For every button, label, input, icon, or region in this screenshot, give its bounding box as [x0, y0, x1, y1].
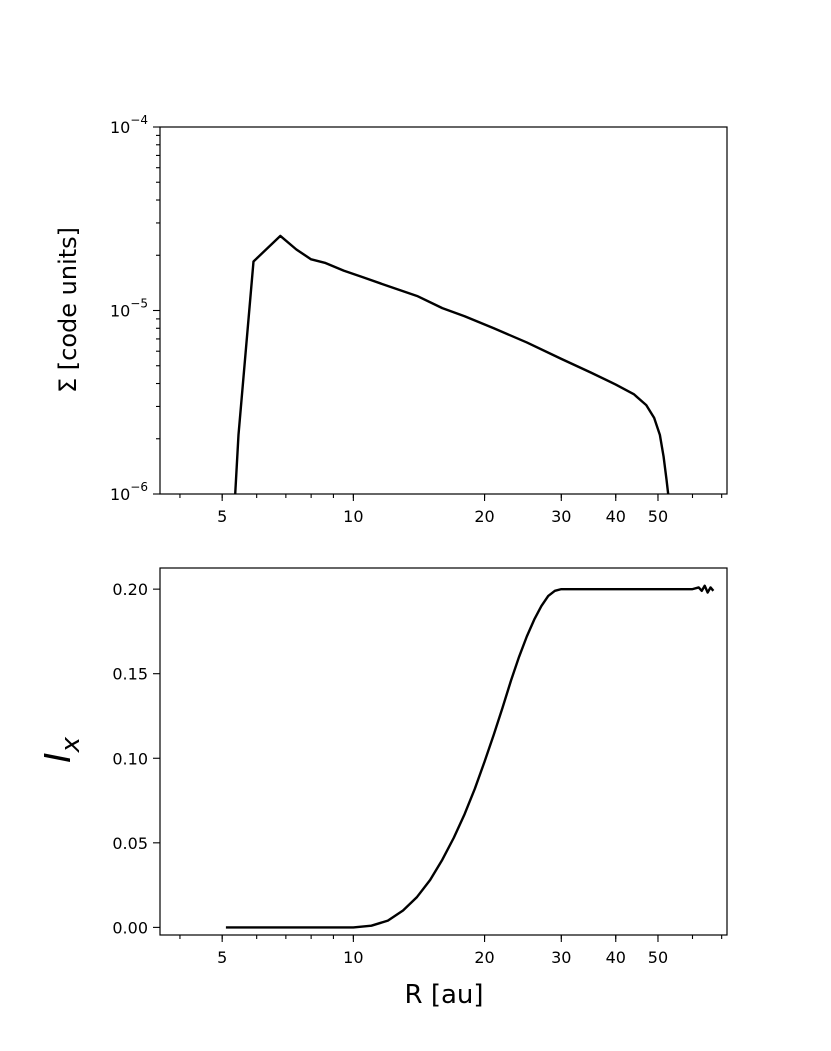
tilt-ylabel-main: I [38, 752, 79, 763]
surface-density-panel: 5 10 20 30 40 50 10−6 10−5 10−4 Σ [code units] [54, 113, 728, 526]
sigma-xticks: 5 10 20 30 40 50 [179, 494, 723, 526]
sigma-xtick-label: 5 [217, 507, 227, 526]
sigma-ylabel: Σ [code units] [54, 227, 82, 393]
tilt-ytick-label: 0.00 [112, 918, 148, 937]
sigma-ytick-label: 10−5 [110, 297, 148, 321]
tilt-panel: 5 10 20 30 40 50 0.000.050.100.150.20 R [au] … [38, 567, 728, 1010]
tilt-ytick-label: 0.05 [112, 834, 148, 853]
tilt-ytick-label: 0.20 [112, 580, 148, 599]
sigma-xtick-label: 10 [343, 507, 363, 526]
sigma-ytick-label: 10−6 [110, 480, 148, 504]
sigma-series-line [234, 234, 670, 494]
tilt-xticks: 5 10 20 30 40 50 [179, 935, 723, 967]
sigma-series [234, 234, 670, 494]
tilt-series-line [225, 584, 715, 929]
tilt-xtick-label: 20 [474, 948, 494, 967]
sigma-yticks: 10−6 10−5 10−4 [110, 113, 160, 504]
tilt-xtick-label: 30 [551, 948, 571, 967]
tilt-ytick-label: 0.10 [112, 749, 148, 768]
sigma-ytick-label: 10−4 [110, 113, 148, 137]
tilt-xtick-label: 10 [343, 948, 363, 967]
tilt-ylabel: Ix [38, 736, 86, 763]
tilt-xtick-label: 50 [648, 948, 668, 967]
tilt-series [225, 584, 715, 929]
sigma-xtick-label: 40 [606, 507, 626, 526]
sigma-xtick-label: 20 [474, 507, 494, 526]
tilt-ytick-label: 0.15 [112, 665, 148, 684]
tilt-ylabel-subscript: x [56, 736, 86, 753]
tilt-xlabel: R [au] [404, 980, 483, 1010]
sigma-xtick-label: 50 [648, 507, 668, 526]
tilt-xtick-label: 5 [217, 948, 227, 967]
tilt-xtick-label: 40 [606, 948, 626, 967]
tilt-yticks: 0.00 0.05 0.10 0.15 0.20 [112, 580, 160, 937]
tilt-axes-frame [159, 567, 728, 936]
sigma-axes-frame [159, 126, 728, 495]
sigma-xtick-label: 30 [551, 507, 571, 526]
